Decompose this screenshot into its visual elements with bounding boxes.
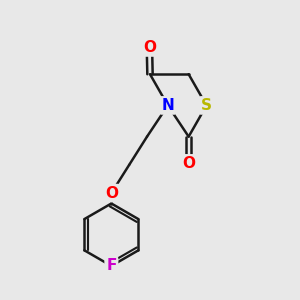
Text: O: O — [105, 186, 118, 201]
Text: O: O — [182, 156, 195, 171]
Text: S: S — [201, 98, 212, 113]
Text: O: O — [143, 40, 156, 55]
Text: F: F — [106, 258, 116, 273]
Text: N: N — [161, 98, 174, 113]
